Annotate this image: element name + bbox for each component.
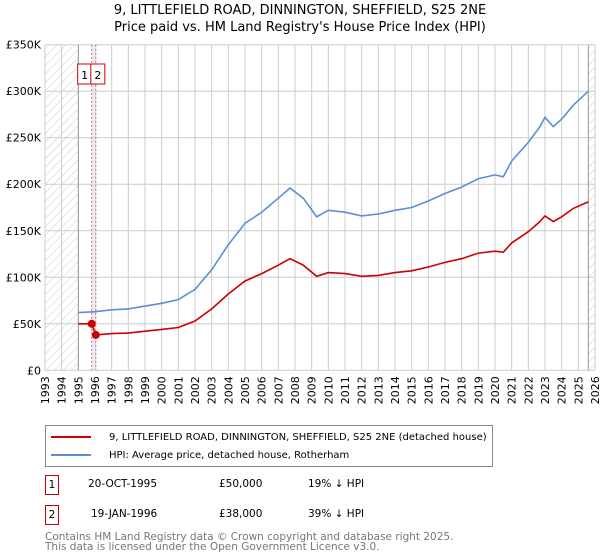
- sale-badge: 2: [45, 505, 59, 525]
- x-tick-label: 2021: [506, 376, 519, 404]
- x-tick-label: 1995: [72, 376, 85, 404]
- sale-price: £50,000: [219, 478, 263, 490]
- x-tick-label: 2013: [372, 376, 385, 404]
- x-tick-label: 2018: [456, 376, 469, 404]
- price-chart: 1993 1994 1995 1996 1997 1998 1999 2000 2001 2002…: [6, 39, 600, 405]
- x-tick-label: 2005: [239, 376, 252, 404]
- x-tick-label: 1996: [89, 376, 102, 404]
- x-tick-label: 1998: [122, 376, 135, 404]
- no-data-hatch-right: [588, 44, 595, 371]
- blue-line-swatch: [51, 454, 91, 456]
- x-tick-label: 2000: [156, 376, 169, 404]
- y-tick-label: £350K: [6, 39, 42, 52]
- title-line-2: Price paid vs. HM Land Registry's House …: [114, 20, 486, 35]
- title-line-1: 9, LITTLEFIELD ROAD, DINNINGTON, SHEFFIE…: [113, 3, 487, 18]
- x-tick-label: 2022: [522, 376, 535, 404]
- sale-2-label: 2: [94, 69, 101, 82]
- sale-hpi-diff: 39% ↓ HPI: [308, 508, 365, 520]
- legend-item-hpi: HPI: Average price, detached house, Roth…: [46, 447, 349, 463]
- legend-label-hpi: HPI: Average price, detached house, Roth…: [109, 449, 350, 461]
- legend: 9, LITTLEFIELD ROAD, DINNINGTON, SHEFFIE…: [45, 425, 493, 467]
- sale-badge: 1: [45, 475, 59, 495]
- x-tick-label: 2017: [439, 376, 452, 404]
- footer: Contains HM Land Registry data © Crown c…: [45, 531, 454, 553]
- sale-date: 20-OCT-1995: [88, 478, 157, 490]
- x-tick-label: 2008: [289, 376, 302, 404]
- y-tick-label: £50K: [13, 318, 42, 331]
- x-tick-label: 2003: [206, 376, 219, 404]
- y-tick-label: £200K: [6, 178, 42, 191]
- x-tick-label: 2014: [389, 376, 402, 404]
- x-tick-label: 2007: [272, 376, 285, 404]
- legend-item-property: 9, LITTLEFIELD ROAD, DINNINGTON, SHEFFIE…: [46, 429, 487, 445]
- x-tick-label: 2024: [556, 376, 569, 404]
- x-tick-label: 2009: [306, 376, 319, 404]
- hpi-series-line: [78, 90, 589, 314]
- x-tick-label: 2020: [489, 376, 502, 404]
- x-tick-label: 2015: [406, 376, 419, 404]
- footer-line-2: This data is licensed under the Open Gov…: [45, 541, 380, 553]
- footer-line-1: Contains HM Land Registry data © Crown c…: [45, 531, 454, 543]
- red-line-swatch: [51, 436, 91, 438]
- x-tick-label: 1993: [39, 376, 52, 404]
- sale-period-band: [91, 44, 96, 371]
- x-tick-label: 2012: [356, 376, 369, 404]
- sale-2-point: [91, 330, 100, 339]
- x-tick-label: 2026: [589, 376, 600, 404]
- x-tick-label: 2016: [422, 376, 435, 404]
- x-tick-label: 2011: [339, 376, 352, 404]
- legend-label-property: 9, LITTLEFIELD ROAD, DINNINGTON, SHEFFIE…: [109, 431, 487, 443]
- sale-1-label: 1: [81, 69, 88, 82]
- sale-price: £38,000: [219, 508, 263, 520]
- x-tick-label: 2010: [322, 376, 335, 404]
- property-series-line: [78, 201, 589, 336]
- sale-1-point: [87, 319, 96, 328]
- y-tick-label: £150K: [6, 225, 42, 238]
- chart-title: 9, LITTLEFIELD ROAD, DINNINGTON, SHEFFIE…: [0, 2, 600, 36]
- y-tick-label: £300K: [6, 85, 42, 98]
- x-tick-label: 2019: [472, 376, 485, 404]
- sale-date: 19-JAN-1996: [91, 508, 158, 520]
- x-tick-label: 2001: [172, 376, 185, 404]
- x-tick-label: 1994: [56, 376, 69, 404]
- y-tick-label: £0: [27, 364, 41, 377]
- sale-2-label-box: [90, 63, 106, 85]
- y-tick-label: £250K: [6, 132, 42, 145]
- x-tick-label: 2006: [256, 376, 269, 404]
- x-tick-label: 2025: [572, 376, 585, 404]
- x-tick-label: 1999: [139, 376, 152, 404]
- sale-hpi-diff: 19% ↓ HPI: [308, 478, 365, 490]
- y-tick-label: £100K: [6, 271, 42, 284]
- x-tick-label: 2023: [539, 376, 552, 404]
- x-tick-label: 1997: [106, 376, 119, 404]
- x-tick-label: 2004: [222, 376, 235, 404]
- x-tick-label: 2002: [189, 376, 202, 404]
